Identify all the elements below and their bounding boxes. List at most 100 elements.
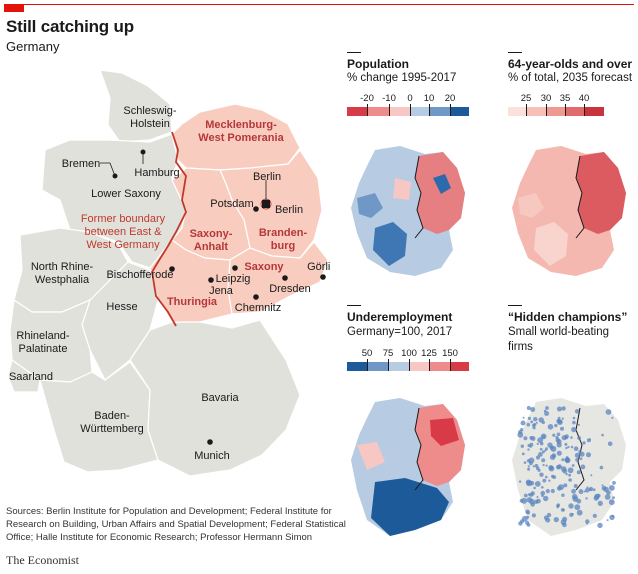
champion-firm-dot xyxy=(558,484,564,490)
champion-firm-dot xyxy=(517,431,524,438)
champion-firm-dot xyxy=(548,479,551,482)
label-thuringia: Thuringia xyxy=(167,296,218,308)
label-mecklenburg-2: West Pomerania xyxy=(198,132,284,144)
champion-firm-dot xyxy=(568,478,572,482)
label-chemnitz: Chemnitz xyxy=(235,302,281,314)
champion-firm-dot xyxy=(573,446,579,451)
champion-firm-dot xyxy=(585,519,590,524)
champion-firm-dot xyxy=(529,461,533,466)
label-leipzig: Leipzig xyxy=(216,273,251,285)
champion-firm-dot xyxy=(526,406,531,410)
champion-firm-dot xyxy=(571,426,577,433)
state-schleswig-holstein xyxy=(99,69,173,143)
underemployment-title: Underemployment xyxy=(347,310,453,324)
champion-firm-dot xyxy=(542,435,546,438)
population-subtitle: % change 1995-2017 xyxy=(347,72,457,84)
champion-firm-dot xyxy=(564,442,568,446)
sources-note: Sources: Berlin Institute for Population… xyxy=(6,506,346,543)
champion-firm-dot xyxy=(526,497,533,503)
champion-firm-dot xyxy=(530,407,536,412)
champion-firm-dot xyxy=(609,485,615,491)
champion-firm-dot xyxy=(551,453,557,458)
champion-firm-dot xyxy=(545,406,549,410)
champion-firm-dot xyxy=(544,411,550,416)
champion-firm-dot xyxy=(526,511,530,515)
champion-firm-dot xyxy=(570,445,574,449)
champion-firm-dot xyxy=(551,474,555,479)
label-hesse: Hesse xyxy=(106,301,137,313)
label-hamburg: Hamburg xyxy=(134,167,179,179)
label-boundary-1: Former boundary xyxy=(81,213,166,225)
champion-firm-dot xyxy=(541,458,546,463)
champion-firm-dot xyxy=(541,486,544,489)
champion-firm-dot xyxy=(522,416,525,419)
label-schleswig-2: Holstein xyxy=(130,118,170,130)
elderly-subtitle: % of total, 2035 forecast xyxy=(508,72,633,84)
champion-firm-dot xyxy=(518,521,523,526)
champion-firm-dot xyxy=(565,473,568,476)
champions-rule xyxy=(508,305,522,306)
champion-firm-dot xyxy=(553,517,559,523)
champion-firm-dot xyxy=(525,479,532,485)
champion-firm-dot xyxy=(561,493,565,497)
label-boundary-2: between East & xyxy=(84,226,162,238)
champion-firm-dot xyxy=(523,493,528,498)
champion-firm-dot xyxy=(520,420,526,426)
champion-firm-dot xyxy=(535,455,541,460)
champion-firm-dot xyxy=(533,417,538,422)
champion-firm-dot xyxy=(537,437,544,443)
champion-firm-dot xyxy=(572,420,576,425)
champion-firm-dot xyxy=(586,452,591,458)
champion-firm-dot xyxy=(607,441,613,447)
champion-firm-dot xyxy=(565,446,568,450)
champion-firm-dot xyxy=(526,422,531,427)
champion-firm-dot xyxy=(521,497,528,504)
champion-firm-dot xyxy=(586,438,591,443)
label-nrw-2: Westphalia xyxy=(35,274,90,286)
champion-firm-dot xyxy=(561,458,565,462)
champion-firm-dot xyxy=(577,423,580,426)
champion-firm-dot xyxy=(601,484,604,487)
chemnitz-dot xyxy=(253,294,259,300)
champion-firm-dot xyxy=(567,445,570,449)
bischofferode-dot xyxy=(169,266,175,272)
champion-firm-dot xyxy=(562,522,567,528)
champion-firm-dot xyxy=(571,493,578,500)
jena-dot xyxy=(208,277,214,283)
champion-firm-dot xyxy=(597,500,603,506)
champion-firm-dot xyxy=(612,481,616,485)
champion-firm-dot xyxy=(557,416,561,420)
champion-firm-dot xyxy=(588,488,592,491)
champion-firm-dot xyxy=(526,515,530,519)
underemployment-subtitle: Germany=100, 2017 xyxy=(347,326,453,338)
champion-firm-dot xyxy=(601,485,607,491)
champion-firm-dot xyxy=(585,497,588,500)
champion-firm-dot xyxy=(523,436,528,441)
population-tick: 10 xyxy=(423,93,435,104)
champion-firm-dot xyxy=(527,467,531,471)
champion-firm-dot xyxy=(561,406,566,411)
elderly-legend: 25 30 35 40 xyxy=(508,93,604,119)
champion-firm-dot xyxy=(565,458,570,463)
elderly-colour-scale xyxy=(508,107,604,116)
label-potsdam: Potsdam xyxy=(210,198,253,210)
gorlitz-dot xyxy=(320,274,326,280)
berlin-square-marker xyxy=(262,200,270,208)
champion-firm-dot xyxy=(586,486,589,489)
champion-firm-dot xyxy=(554,423,558,428)
champion-firm-dot xyxy=(530,420,534,424)
champion-firm-dot xyxy=(576,470,581,475)
elderly-rule xyxy=(508,52,522,53)
champion-firm-dot xyxy=(560,426,564,431)
champion-firm-dot xyxy=(545,464,548,467)
label-boundary-3: West Germany xyxy=(86,239,160,251)
champion-firm-dot xyxy=(536,496,539,498)
champion-firm-dot xyxy=(562,468,568,474)
underemployment-legend: 50 75 100 125 150 xyxy=(347,348,469,374)
population-title: Population xyxy=(347,57,409,71)
champion-firm-dot xyxy=(533,486,536,490)
champion-firm-dot xyxy=(568,503,574,509)
champion-firm-dot xyxy=(536,442,539,445)
label-lower-saxony: Lower Saxony xyxy=(91,188,161,200)
label-baden-1: Baden- xyxy=(94,410,130,422)
